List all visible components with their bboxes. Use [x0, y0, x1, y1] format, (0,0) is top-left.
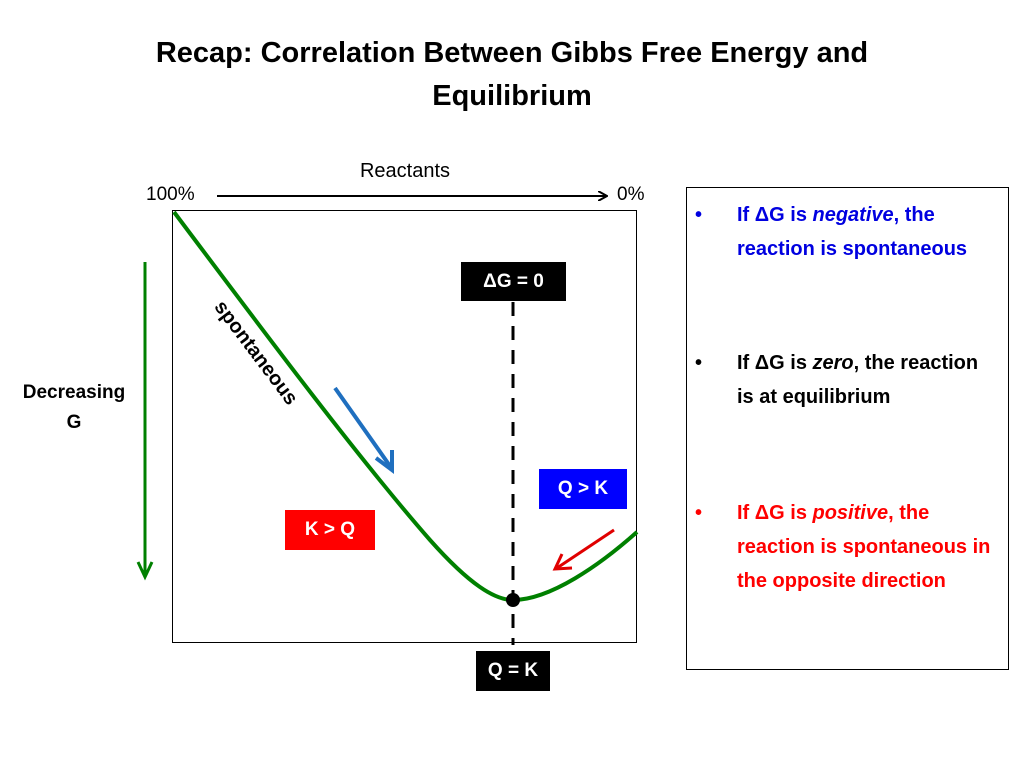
q-equals-k-label: Q = K — [476, 651, 550, 691]
q-greater-k-label: Q > K — [539, 469, 627, 509]
k-greater-q-label: K > Q — [285, 510, 375, 550]
y-direction-arrow — [136, 262, 154, 581]
reverse-direction-arrow — [552, 528, 615, 571]
title-line-1: Recap: Correlation Between Gibbs Free En… — [155, 37, 869, 69]
bullet-marker: • — [695, 352, 703, 374]
title-line-2: Equilibrium — [432, 80, 592, 112]
plot-area — [172, 210, 637, 643]
bullet-text: If ΔG is positive, the reaction is spont… — [737, 502, 991, 592]
bullet-text: If ΔG is negative, the reaction is spont… — [737, 204, 968, 260]
bullet-marker: • — [695, 204, 703, 226]
x-start-label: 100% — [146, 184, 195, 205]
bullet-marker: • — [695, 502, 703, 524]
delta-g-zero-label: ΔG = 0 — [461, 262, 566, 301]
x-axis-title: Reactants — [359, 160, 451, 182]
y-label-line-1: Decreasing — [22, 382, 126, 403]
info-panel: • If ΔG is negative, the reaction is spo… — [686, 187, 1009, 670]
bullet-text: If ΔG is zero, the reaction is at equili… — [737, 352, 979, 408]
forward-direction-arrow — [333, 386, 394, 474]
x-end-label: 0% — [617, 184, 645, 205]
equilibrium-point — [506, 593, 520, 607]
y-label-line-2: G — [66, 412, 82, 433]
gibbs-energy-curve — [172, 210, 639, 603]
y-axis-label: Decreasing G — [8, 378, 140, 438]
slide-title: Recap: Correlation Between Gibbs Free En… — [60, 32, 964, 118]
